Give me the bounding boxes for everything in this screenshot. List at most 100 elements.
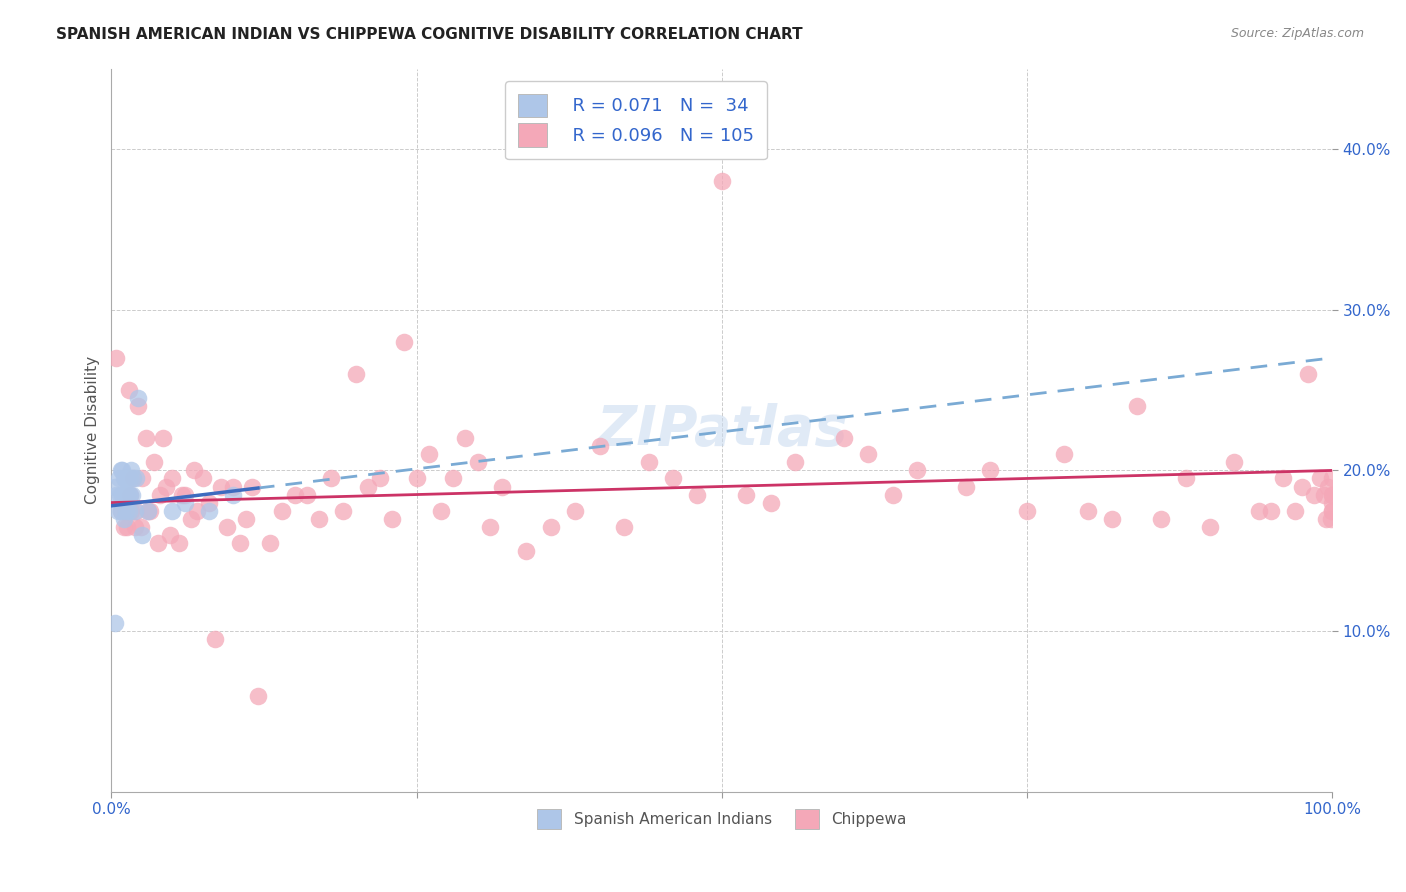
Point (121, 487, 143, 501)
Point (114, 487, 136, 501)
Point (122, 471, 145, 485)
Point (217, 519, 239, 533)
Point (222, 487, 245, 501)
Point (240, 479, 263, 493)
Point (235, 511, 257, 525)
Point (124, 519, 146, 533)
Point (125, 471, 148, 485)
Point (308, 511, 330, 525)
Point (283, 487, 305, 501)
Point (152, 431, 174, 445)
Point (115, 503, 138, 517)
Point (1223, 455, 1246, 469)
Point (118, 487, 141, 501)
Point (759, 495, 782, 509)
Legend: Spanish American Indians, Chippewa: Spanish American Indians, Chippewa (530, 803, 912, 835)
Point (135, 431, 157, 445)
Point (1101, 511, 1123, 525)
Point (198, 495, 221, 509)
Point (1126, 399, 1149, 413)
Point (129, 519, 152, 533)
Point (246, 689, 269, 703)
Text: Source: ZipAtlas.com: Source: ZipAtlas.com (1230, 27, 1364, 40)
Point (120, 463, 142, 477)
Point (124, 503, 146, 517)
Point (1077, 503, 1099, 517)
Point (146, 535, 169, 549)
Point (186, 503, 208, 517)
Point (136, 503, 159, 517)
Point (117, 519, 139, 533)
Point (112, 519, 135, 533)
Point (110, 503, 132, 517)
Point (172, 487, 194, 501)
Point (1272, 471, 1295, 485)
Point (564, 503, 586, 517)
Point (491, 479, 513, 493)
Point (110, 503, 132, 517)
Point (222, 479, 245, 493)
Point (1315, 511, 1337, 525)
Point (467, 455, 489, 469)
Point (1247, 503, 1270, 517)
Point (613, 519, 636, 533)
Point (162, 471, 184, 485)
Point (478, 519, 501, 533)
Point (118, 487, 141, 501)
Point (173, 495, 195, 509)
Text: SPANISH AMERICAN INDIAN VS CHIPPEWA COGNITIVE DISABILITY CORRELATION CHART: SPANISH AMERICAN INDIAN VS CHIPPEWA COGN… (56, 27, 803, 42)
Point (155, 479, 177, 493)
Point (105, 351, 128, 365)
Point (110, 463, 132, 477)
Point (204, 632, 226, 647)
Point (198, 503, 221, 517)
Point (589, 439, 612, 453)
Point (1296, 367, 1319, 381)
Text: ZIPatlas: ZIPatlas (596, 403, 848, 458)
Point (1052, 447, 1074, 461)
Point (344, 367, 367, 381)
Point (117, 487, 139, 501)
Point (259, 535, 281, 549)
Point (1320, 511, 1343, 525)
Point (332, 503, 354, 517)
Point (112, 471, 135, 485)
Y-axis label: Cognitive Disability: Cognitive Disability (86, 356, 100, 504)
Point (1320, 495, 1343, 509)
Point (1320, 487, 1343, 501)
Point (955, 479, 977, 493)
Point (710, 174, 733, 188)
Point (1174, 471, 1197, 485)
Point (1320, 487, 1343, 501)
Point (105, 487, 128, 501)
Point (1320, 471, 1343, 485)
Point (120, 503, 142, 517)
Point (1312, 487, 1334, 501)
Point (122, 471, 145, 485)
Point (117, 383, 139, 397)
Point (115, 471, 138, 485)
Point (1015, 503, 1038, 517)
Point (107, 503, 129, 517)
Point (295, 487, 318, 501)
Point (117, 471, 139, 485)
Point (139, 503, 162, 517)
Point (104, 616, 127, 631)
Point (127, 399, 149, 413)
Point (117, 503, 139, 517)
Point (228, 535, 250, 549)
Point (368, 471, 391, 485)
Point (112, 511, 135, 525)
Point (783, 455, 806, 469)
Point (183, 463, 205, 477)
Point (117, 487, 139, 501)
Point (111, 487, 134, 501)
Point (173, 487, 195, 501)
Point (381, 511, 404, 525)
Point (104, 479, 127, 493)
Point (515, 544, 537, 558)
Point (162, 503, 184, 517)
Point (405, 471, 427, 485)
Point (686, 487, 709, 501)
Point (394, 334, 416, 349)
